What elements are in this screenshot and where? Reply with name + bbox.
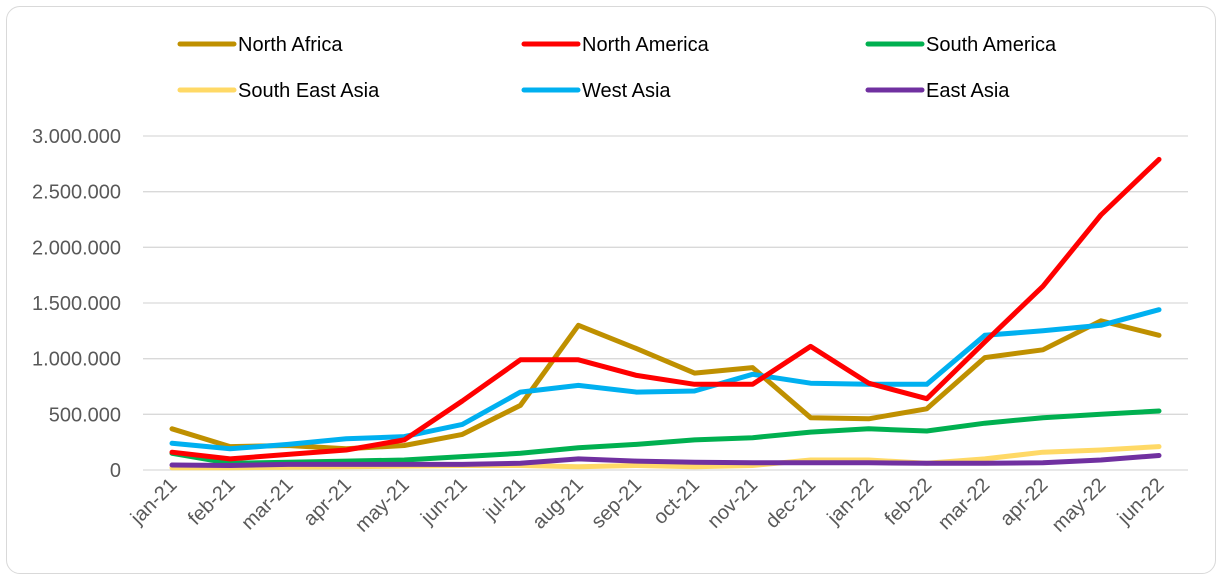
- y-tick-label: 1.000.000: [32, 349, 121, 371]
- x-tick-label: oct-21: [649, 474, 704, 529]
- x-tick-label: jun-22: [1113, 474, 1169, 530]
- legend-label: West Asia: [582, 80, 671, 102]
- legend-item: South America: [865, 34, 1057, 56]
- x-tick-label: jan-22: [823, 474, 879, 530]
- y-axis-ticks: 0 500.000 1.000.000 1.500.000 2.000.000 2.500…: [32, 126, 121, 482]
- x-tick-label: may-22: [1048, 474, 1111, 537]
- series-line-north-america: [169, 156, 1162, 462]
- series-line-east-asia: [169, 453, 1162, 468]
- series-line-north-africa: [169, 318, 1162, 452]
- legend-label: North Africa: [238, 34, 343, 56]
- x-tick-label: dec-21: [761, 474, 820, 533]
- legend-label: East Asia: [926, 80, 1010, 102]
- legend-item: South East Asia: [177, 80, 380, 102]
- x-tick-label: apr-22: [996, 474, 1052, 530]
- gridlines: [143, 135, 1188, 415]
- x-tick-label: sep-21: [587, 474, 646, 533]
- x-tick-label: mar-22: [934, 474, 994, 534]
- x-tick-label: feb-21: [184, 474, 240, 530]
- y-tick-label: 500.000: [49, 404, 121, 426]
- chart-frame: [6, 6, 1216, 574]
- x-tick-label: may-21: [351, 474, 414, 537]
- y-tick-label: 0: [110, 460, 121, 482]
- legend-label: South America: [926, 34, 1057, 56]
- x-tick-label: jun-21: [416, 474, 472, 530]
- y-tick-label: 2.500.000: [32, 182, 121, 204]
- x-tick-label: feb-22: [881, 474, 937, 530]
- x-tick-label: aug-21: [528, 474, 588, 534]
- series-lines: [169, 156, 1162, 471]
- x-tick-label: jan-21: [126, 474, 182, 530]
- legend-item: North Africa: [177, 34, 343, 56]
- y-tick-label: 2.000.000: [32, 237, 121, 259]
- legend-item: West Asia: [521, 80, 671, 102]
- series-line-south-america: [169, 408, 1162, 466]
- x-tick-label: nov-21: [703, 474, 762, 533]
- legend: North Africa North America South America So…: [177, 34, 1057, 102]
- x-tick-label: mar-21: [237, 474, 297, 534]
- legend-item: East Asia: [865, 80, 1010, 102]
- legend-label: South East Asia: [238, 80, 380, 102]
- y-tick-label: 1.500.000: [32, 293, 121, 315]
- y-tick-label: 3.000.000: [32, 126, 121, 148]
- x-tick-label: apr-21: [299, 474, 355, 530]
- x-tick-label: jul-21: [479, 474, 530, 525]
- legend-item: North America: [521, 34, 710, 56]
- legend-label: North America: [582, 34, 710, 56]
